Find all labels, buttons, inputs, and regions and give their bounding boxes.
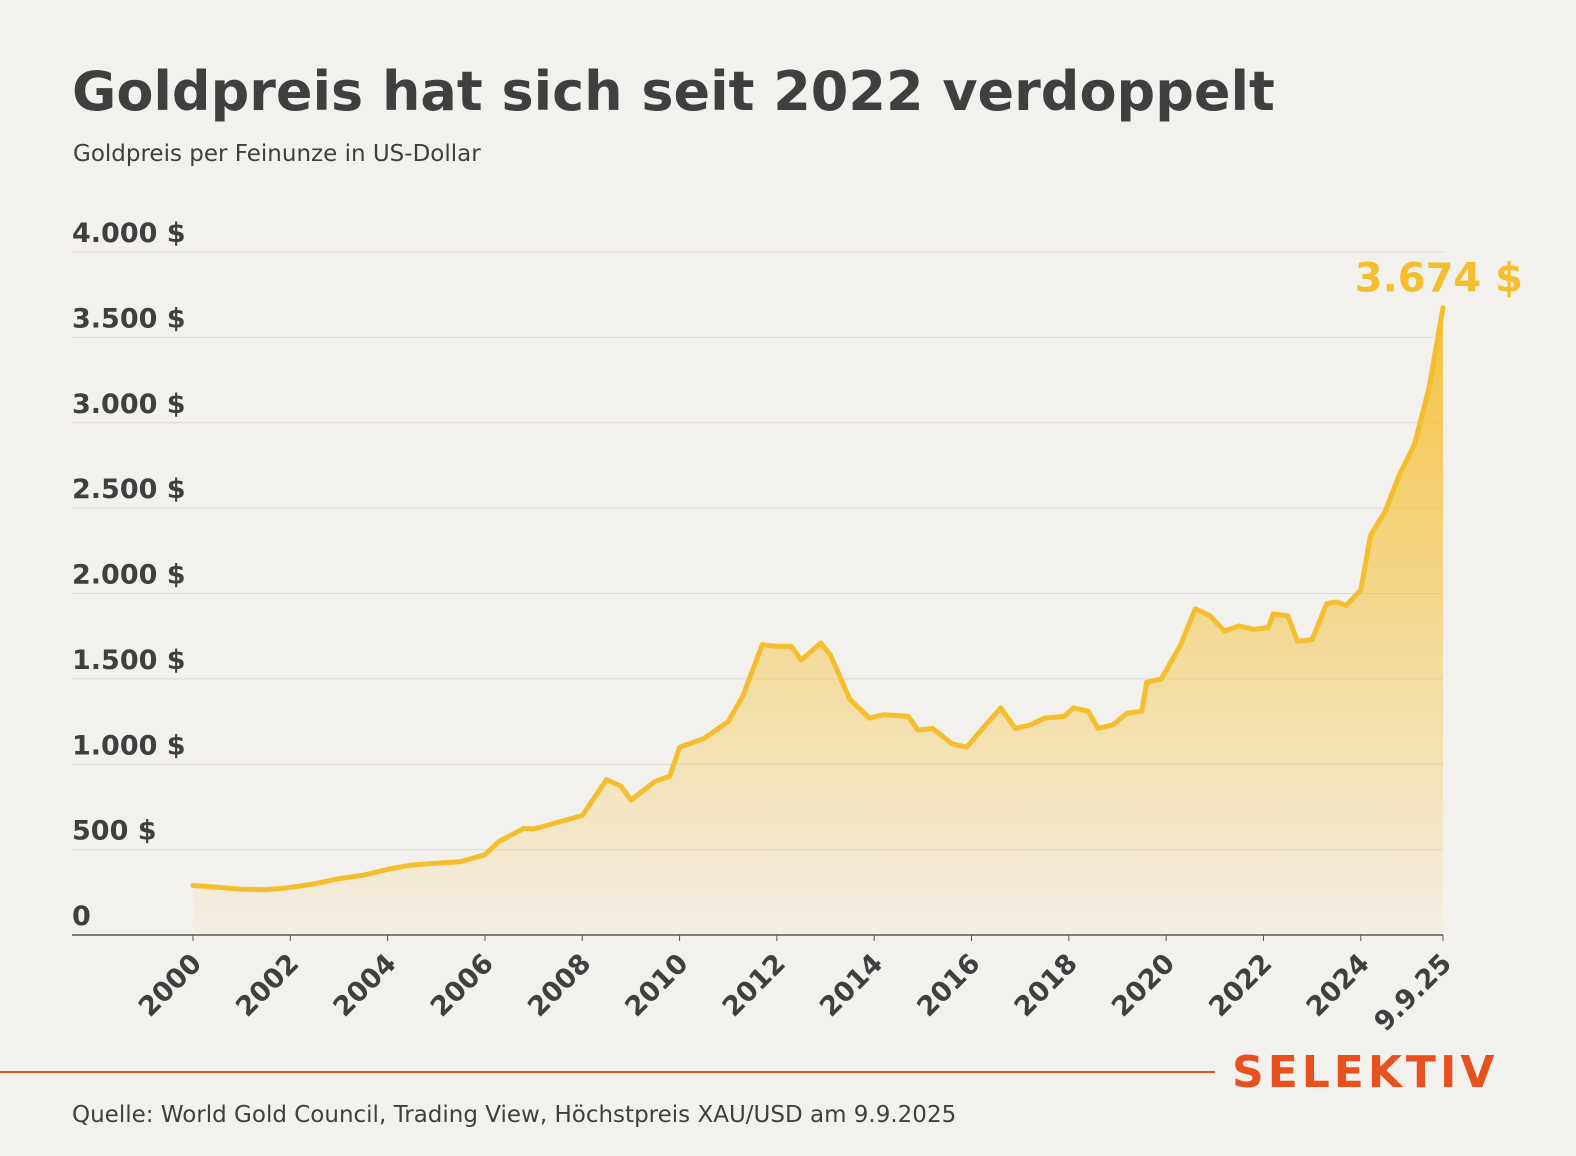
x-tick-label: 2008 <box>522 948 597 1023</box>
line <box>190 305 1446 893</box>
source-note: Quelle: World Gold Council, Trading View… <box>72 1102 956 1128</box>
y-tick-label: 1.500 $ <box>72 645 186 676</box>
annotation: 3.674 $ <box>1355 256 1523 302</box>
x-tick-label: 2024 <box>1301 948 1376 1023</box>
y-tick-label: 0 <box>72 901 91 932</box>
x-tick-label: 2018 <box>1009 948 1084 1023</box>
x-tick-label: 2022 <box>1203 948 1278 1023</box>
x-tick-label: 9.9.25 <box>1368 948 1458 1038</box>
y-tick-label: 3.500 $ <box>72 303 186 334</box>
x-tick-label: 2016 <box>911 948 986 1023</box>
x-tick-label: 2002 <box>230 948 305 1023</box>
y-tick-label: 3.000 $ <box>72 389 186 420</box>
y-tick-label: 500 $ <box>72 816 157 847</box>
x-tick-label: 2010 <box>619 948 694 1023</box>
y-tick-label: 2.500 $ <box>72 474 186 505</box>
y-tick-label: 2.000 $ <box>72 560 186 591</box>
x-tick-label: 2014 <box>814 948 889 1023</box>
x-tick-label: 2006 <box>425 948 500 1023</box>
x-tick-label: 2004 <box>328 948 403 1023</box>
x-tick-label: 2012 <box>717 948 792 1023</box>
chart-subtitle: Goldpreis per Feinunze in US-Dollar <box>73 141 481 167</box>
chart-title: Goldpreis hat sich seit 2022 verdoppelt <box>72 60 1275 123</box>
area <box>193 307 1443 935</box>
y-tick-label: 1.000 $ <box>72 730 186 761</box>
x-tick-label: 2020 <box>1106 948 1181 1023</box>
brand-logo: SELEKTIV <box>1232 1047 1498 1098</box>
x-tick-label: 2000 <box>133 948 208 1023</box>
y-tick-label: 4.000 $ <box>72 218 186 249</box>
